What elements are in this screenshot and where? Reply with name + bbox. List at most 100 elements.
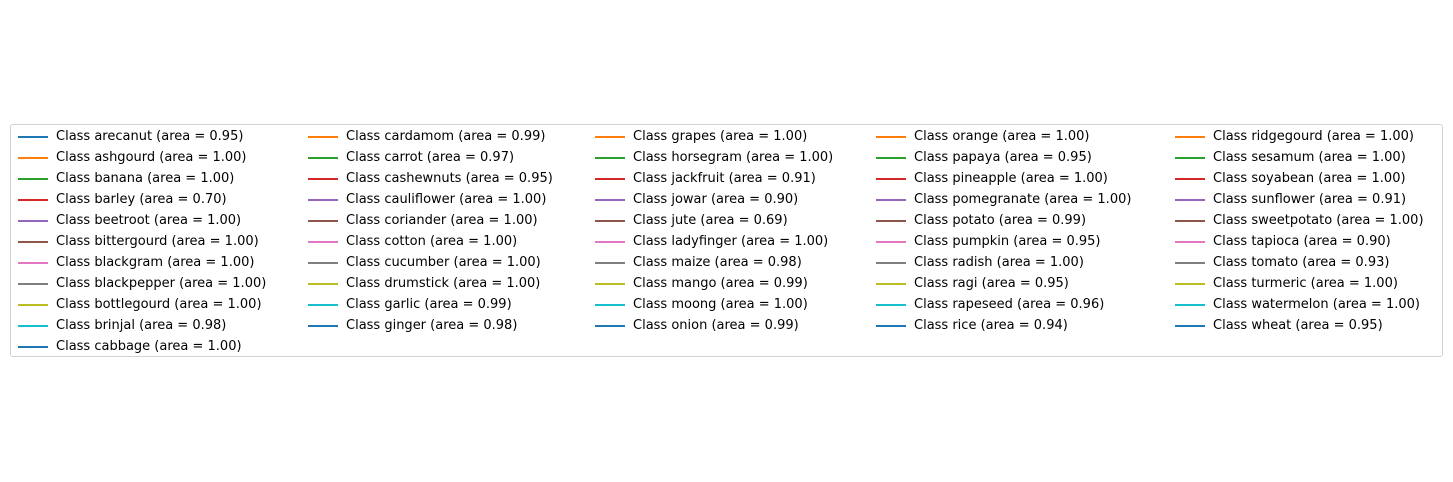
legend-swatch [1175, 283, 1205, 285]
legend-swatch [595, 241, 625, 243]
legend-entry: Class blackpepper (area = 1.00) [18, 273, 306, 294]
legend-swatch [18, 241, 48, 243]
legend-swatch [876, 220, 906, 222]
legend-swatch [308, 220, 338, 222]
legend-label: Class sweetpotato (area = 1.00) [1213, 213, 1424, 228]
legend-swatch [308, 199, 338, 201]
legend-label: Class barley (area = 0.70) [56, 192, 227, 207]
legend-label: Class onion (area = 0.99) [633, 318, 799, 333]
legend-entry: Class ashgourd (area = 1.00) [18, 147, 306, 168]
legend-entry: Class potato (area = 0.99) [876, 210, 1173, 231]
legend-swatch [876, 283, 906, 285]
legend-label: Class drumstick (area = 1.00) [346, 276, 541, 291]
legend-label: Class soyabean (area = 1.00) [1213, 171, 1406, 186]
legend-swatch [1175, 178, 1205, 180]
legend-label: Class radish (area = 1.00) [914, 255, 1084, 270]
legend-entry: Class pumpkin (area = 0.95) [876, 231, 1173, 252]
legend-entry: Class ragi (area = 0.95) [876, 273, 1173, 294]
legend-label: Class cashewnuts (area = 0.95) [346, 171, 553, 186]
legend-label: Class cotton (area = 1.00) [346, 234, 518, 249]
legend-swatch [876, 262, 906, 264]
legend-label: Class garlic (area = 0.99) [346, 297, 512, 312]
legend-label: Class sesamum (area = 1.00) [1213, 150, 1406, 165]
legend-entry: Class beetroot (area = 1.00) [18, 210, 306, 231]
legend: Class arecanut (area = 0.95) Class ashgou… [10, 124, 1443, 357]
legend-swatch [1175, 262, 1205, 264]
legend-entry: Class ladyfinger (area = 1.00) [595, 231, 874, 252]
legend-label: Class watermelon (area = 1.00) [1213, 297, 1420, 312]
legend-swatch [876, 304, 906, 306]
legend-label: Class jute (area = 0.69) [633, 213, 788, 228]
legend-label: Class bittergourd (area = 1.00) [56, 234, 259, 249]
legend-label: Class ashgourd (area = 1.00) [56, 150, 247, 165]
legend-label: Class papaya (area = 0.95) [914, 150, 1092, 165]
legend-swatch [308, 157, 338, 159]
legend-label: Class mango (area = 0.99) [633, 276, 808, 291]
legend-entry: Class cabbage (area = 1.00) [18, 336, 306, 357]
legend-entry: Class grapes (area = 1.00) [595, 126, 874, 147]
legend-label: Class maize (area = 0.98) [633, 255, 802, 270]
legend-swatch [18, 136, 48, 138]
legend-label: Class brinjal (area = 0.98) [56, 318, 227, 333]
legend-entry: Class jackfruit (area = 0.91) [595, 168, 874, 189]
legend-swatch [18, 157, 48, 159]
legend-entry: Class mango (area = 0.99) [595, 273, 874, 294]
legend-swatch [18, 178, 48, 180]
legend-entry: Class orange (area = 1.00) [876, 126, 1173, 147]
legend-label: Class orange (area = 1.00) [914, 129, 1090, 144]
legend-entry: Class soyabean (area = 1.00) [1175, 168, 1440, 189]
legend-entry: Class maize (area = 0.98) [595, 252, 874, 273]
legend-label: Class ginger (area = 0.98) [346, 318, 518, 333]
legend-entry: Class ridgegourd (area = 1.00) [1175, 126, 1440, 147]
legend-entry: Class bittergourd (area = 1.00) [18, 231, 306, 252]
legend-swatch [1175, 157, 1205, 159]
legend-entry: Class onion (area = 0.99) [595, 315, 874, 336]
legend-swatch [1175, 220, 1205, 222]
legend-entry: Class cardamom (area = 0.99) [308, 126, 593, 147]
legend-swatch [595, 157, 625, 159]
legend-swatch [876, 199, 906, 201]
legend-entry: Class turmeric (area = 1.00) [1175, 273, 1440, 294]
legend-label: Class jowar (area = 0.90) [633, 192, 799, 207]
legend-swatch [18, 346, 48, 348]
legend-swatch [595, 283, 625, 285]
legend-swatch [308, 241, 338, 243]
legend-label: Class coriander (area = 1.00) [346, 213, 538, 228]
legend-entry: Class bottlegourd (area = 1.00) [18, 294, 306, 315]
legend-entry: Class banana (area = 1.00) [18, 168, 306, 189]
legend-swatch [595, 262, 625, 264]
legend-label: Class tapioca (area = 0.90) [1213, 234, 1391, 249]
legend-entry: Class radish (area = 1.00) [876, 252, 1173, 273]
legend-label: Class pomegranate (area = 1.00) [914, 192, 1132, 207]
legend-swatch [595, 199, 625, 201]
legend-entry: Class arecanut (area = 0.95) [18, 126, 306, 147]
legend-entry: Class pineapple (area = 1.00) [876, 168, 1173, 189]
legend-entry: Class tomato (area = 0.93) [1175, 252, 1440, 273]
legend-label: Class cabbage (area = 1.00) [56, 339, 242, 354]
legend-entry: Class wheat (area = 0.95) [1175, 315, 1440, 336]
legend-swatch [308, 325, 338, 327]
legend-label: Class cardamom (area = 0.99) [346, 129, 546, 144]
legend-swatch [1175, 304, 1205, 306]
legend-label: Class bottlegourd (area = 1.00) [56, 297, 262, 312]
legend-entry: Class sweetpotato (area = 1.00) [1175, 210, 1440, 231]
legend-swatch [308, 262, 338, 264]
legend-swatch [18, 262, 48, 264]
legend-swatch [1175, 199, 1205, 201]
legend-entry: Class coriander (area = 1.00) [308, 210, 593, 231]
legend-entry: Class jowar (area = 0.90) [595, 189, 874, 210]
legend-entry: Class cashewnuts (area = 0.95) [308, 168, 593, 189]
legend-entry: Class carrot (area = 0.97) [308, 147, 593, 168]
legend-label: Class ragi (area = 0.95) [914, 276, 1069, 291]
legend-swatch [595, 325, 625, 327]
legend-entry: Class cucumber (area = 1.00) [308, 252, 593, 273]
legend-entry: Class rapeseed (area = 0.96) [876, 294, 1173, 315]
legend-label: Class rice (area = 0.94) [914, 318, 1068, 333]
legend-label: Class turmeric (area = 1.00) [1213, 276, 1398, 291]
legend-label: Class moong (area = 1.00) [633, 297, 808, 312]
legend-label: Class pineapple (area = 1.00) [914, 171, 1108, 186]
legend-swatch [18, 304, 48, 306]
legend-label: Class horsegram (area = 1.00) [633, 150, 834, 165]
legend-label: Class potato (area = 0.99) [914, 213, 1087, 228]
legend-entry: Class brinjal (area = 0.98) [18, 315, 306, 336]
